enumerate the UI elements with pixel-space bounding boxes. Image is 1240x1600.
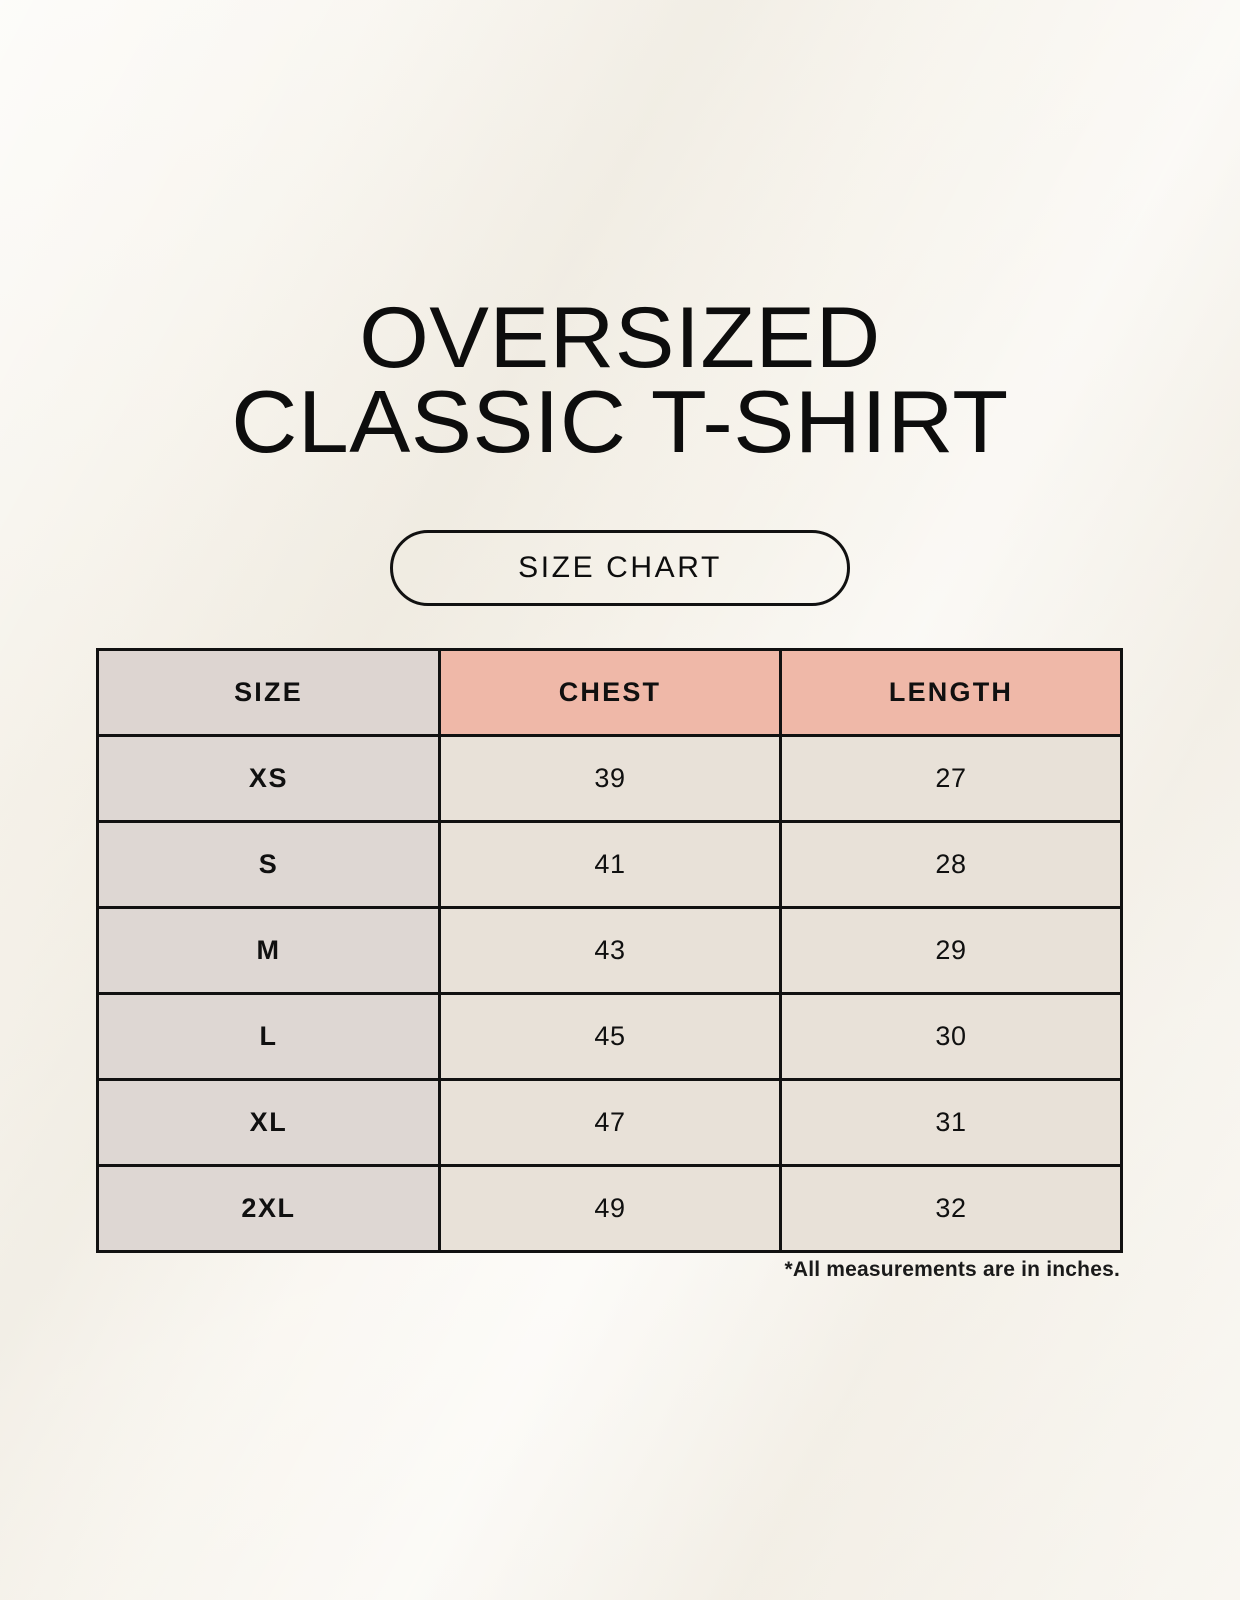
table-row: XS 39 27 <box>96 734 1123 823</box>
cell-chest: 47 <box>438 1078 782 1167</box>
measurement-unit-note: *All measurements are in inches. <box>784 1258 1120 1281</box>
column-header-length: LENGTH <box>779 648 1123 737</box>
cell-length: 32 <box>779 1164 1123 1253</box>
cell-chest: 41 <box>438 820 782 909</box>
cell-size: 2XL <box>96 1164 441 1253</box>
title-line-primary: OVERSIZED <box>359 290 881 386</box>
table-header-row: SIZE CHEST LENGTH <box>96 648 1123 737</box>
table-row: XL 47 31 <box>96 1078 1123 1167</box>
table-row: 2XL 49 32 <box>96 1164 1123 1253</box>
cell-length: 30 <box>779 992 1123 1081</box>
size-chart-badge-label: SIZE CHART <box>518 551 722 584</box>
column-header-chest: CHEST <box>438 648 782 737</box>
table-row: L 45 30 <box>96 992 1123 1081</box>
size-chart-badge: SIZE CHART <box>390 530 850 606</box>
size-table-body: XS 39 27 S 41 28 M 43 29 L 45 30 <box>96 734 1123 1253</box>
cell-size: M <box>96 906 441 995</box>
cell-chest: 49 <box>438 1164 782 1253</box>
cell-length: 27 <box>779 734 1123 823</box>
title-line-secondary: CLASSIC T-SHIRT <box>231 372 1009 471</box>
cell-chest: 43 <box>438 906 782 995</box>
cell-size: XL <box>96 1078 441 1167</box>
cell-size: L <box>96 992 441 1081</box>
cell-size: XS <box>96 734 441 823</box>
cell-chest: 45 <box>438 992 782 1081</box>
table-row: S 41 28 <box>96 820 1123 909</box>
size-chart-badge-wrapper: SIZE CHART <box>0 530 1240 606</box>
size-table-wrapper: SIZE CHEST LENGTH XS 39 27 S 41 28 M <box>96 648 1123 1253</box>
column-header-size: SIZE <box>96 648 441 737</box>
size-table: SIZE CHEST LENGTH XS 39 27 S 41 28 M <box>96 648 1123 1253</box>
cell-chest: 39 <box>438 734 782 823</box>
cell-length: 29 <box>779 906 1123 995</box>
cell-size: S <box>96 820 441 909</box>
cell-length: 28 <box>779 820 1123 909</box>
cell-length: 31 <box>779 1078 1123 1167</box>
table-row: M 43 29 <box>96 906 1123 995</box>
page-title: OVERSIZED CLASSIC T-SHIRT <box>0 290 1240 471</box>
